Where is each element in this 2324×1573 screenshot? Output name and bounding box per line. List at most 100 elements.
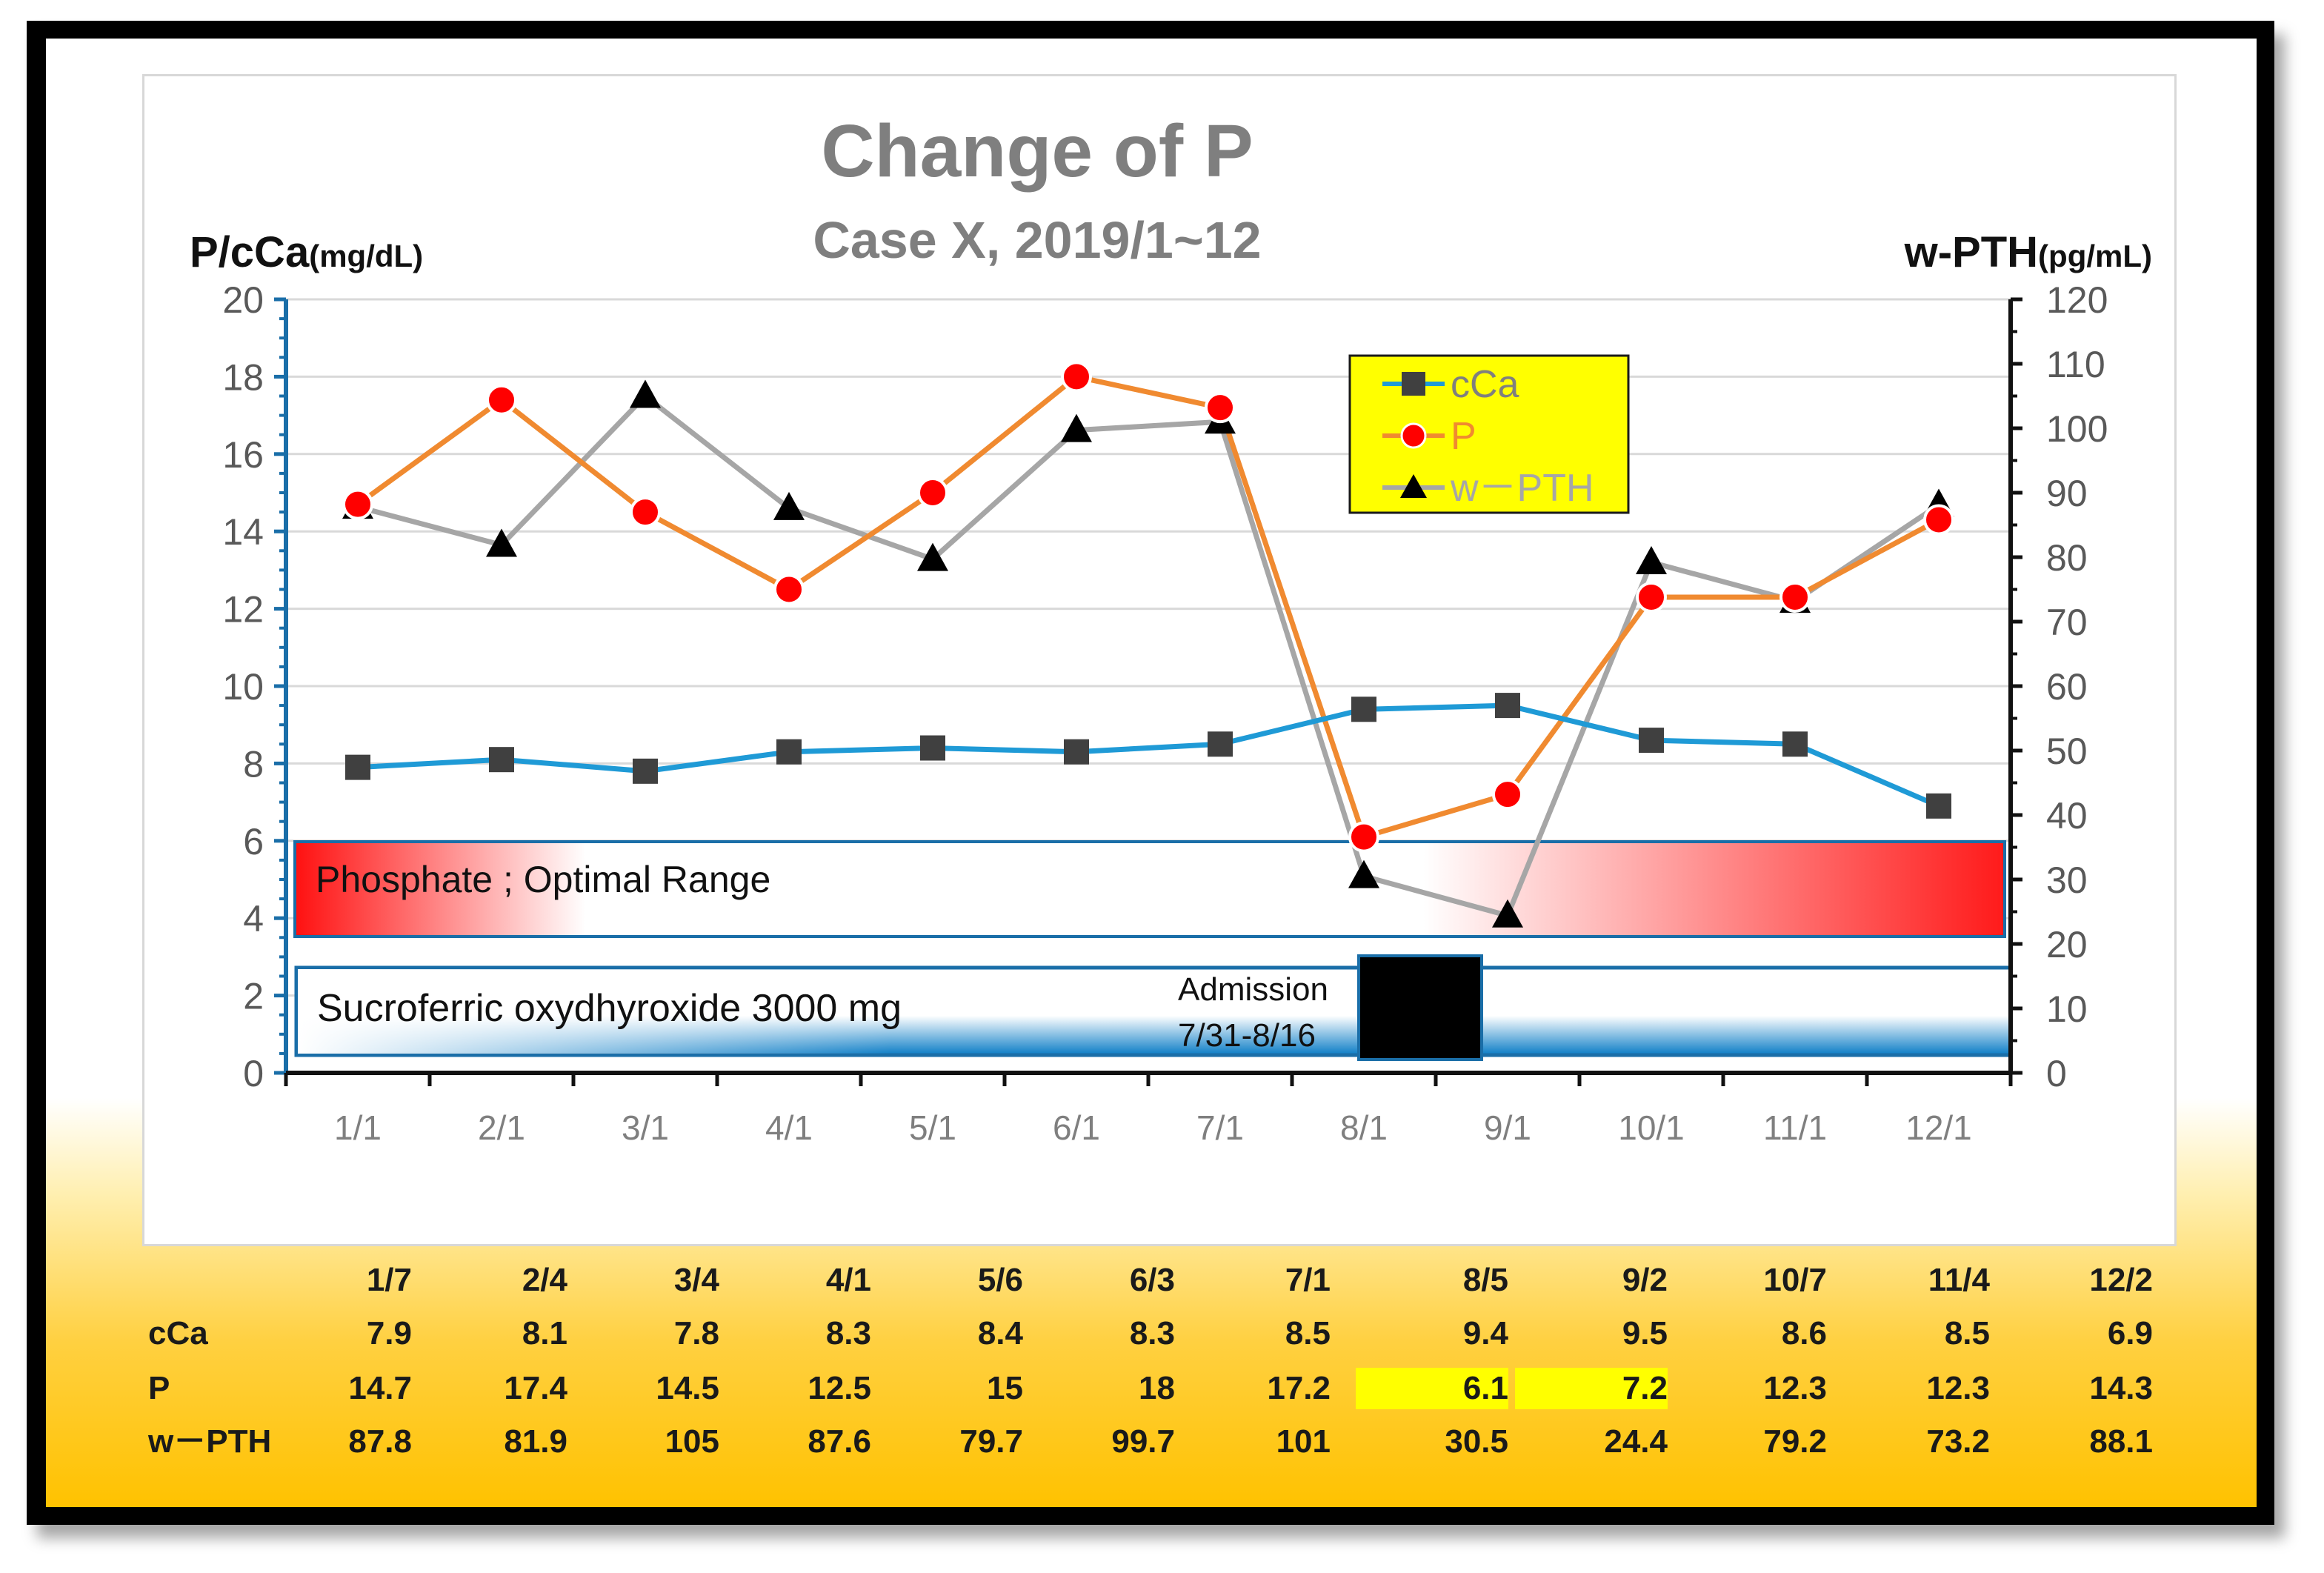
data-point-cca: [1782, 731, 1808, 757]
y-right-tick-label: 10: [2046, 988, 2088, 1030]
y-left-axis-title: P/cCa(mg/dL): [190, 228, 423, 276]
table-value-cell: 9.5: [1622, 1315, 1668, 1351]
data-point-cca: [345, 754, 370, 780]
table-value-cell: 7.2: [1515, 1368, 1668, 1409]
table-value-cell: 6.1: [1356, 1368, 1508, 1409]
data-point-wpth: [1492, 899, 1523, 928]
table-value-cell: 101: [1276, 1423, 1331, 1460]
y-right-tick-label: 60: [2046, 666, 2088, 708]
y-right-tick-label: 0: [2046, 1053, 2067, 1094]
data-point-p: [342, 488, 373, 520]
y-left-tick-label: 18: [222, 356, 264, 398]
y-left-tick-label: 12: [222, 589, 264, 631]
series-line-p: [356, 373, 1940, 840]
legend: cCa P w－PTH: [1348, 354, 1630, 514]
table-value-cell: 24.4: [1604, 1423, 1668, 1460]
table-value-cell: 18: [1139, 1370, 1175, 1406]
y-left-tick-label: 8: [243, 743, 264, 785]
table-value-cell: 30.5: [1445, 1423, 1508, 1460]
table-value-cell: 15: [987, 1370, 1023, 1406]
legend-label-pth: w－PTH: [1450, 467, 1594, 510]
optimal-range-band: [293, 840, 2006, 938]
data-point-cca: [1351, 696, 1376, 722]
table-date-cell: 11/4: [1928, 1262, 1990, 1298]
table-row-label: w－PTH: [148, 1423, 272, 1460]
data-point-wpth: [630, 379, 661, 408]
y-left-tick-label: 16: [222, 434, 264, 476]
table-value-cell: 14.3: [2089, 1370, 2153, 1406]
data-point-cca: [1495, 693, 1520, 719]
data-point-wpth: [917, 542, 948, 571]
legend-marker-cca: [1402, 372, 1425, 396]
admission-dates: 7/31-8/16: [1178, 1017, 1316, 1054]
table-value-cell: 17.4: [504, 1370, 567, 1406]
table-value-cell: 12.5: [808, 1370, 871, 1406]
series-layer: [342, 361, 1954, 928]
table-row-label: P: [148, 1370, 170, 1406]
table-value-cell: 7.9: [366, 1315, 412, 1351]
table-value-cell: 81.9: [504, 1423, 567, 1460]
y-right-tick-label: 100: [2046, 408, 2108, 450]
axes: 0 2 4 6 8 10 12 14 16 18 20 0 10 20 30 40 50 60 70 80 90 100 1…: [222, 279, 2108, 1147]
data-point-p: [1492, 779, 1523, 811]
y-right-tick-label: 30: [2046, 859, 2088, 901]
table-value-cell: 12.3: [1926, 1370, 1990, 1406]
chart-title: Change of P: [821, 110, 1253, 193]
legend-label-cca: cCa: [1451, 363, 1519, 406]
table-value-cell: 8.1: [522, 1315, 567, 1351]
series-line-cca: [357, 702, 1940, 809]
data-point-p: [486, 384, 517, 416]
y-right-tick-label: 70: [2046, 602, 2088, 643]
x-tick-label: 8/1: [1340, 1108, 1388, 1147]
y-left-tick-label: 4: [243, 898, 264, 940]
y-right-tick-label: 80: [2046, 537, 2088, 579]
drug-label: Sucroferric oxydhyroxide 3000 mg: [317, 987, 902, 1030]
table-row-label: cCa: [148, 1315, 208, 1351]
y-left-tick-label: 14: [222, 511, 264, 553]
y-left-tick-label: 20: [222, 279, 264, 321]
optimal-range-label: Phosphate ; Optimal Range: [316, 859, 770, 900]
data-point-cca: [1926, 793, 1951, 819]
x-tick-label: 10/1: [1618, 1108, 1685, 1147]
series-line-wpth: [357, 393, 1940, 919]
data-point-p: [630, 496, 661, 528]
table-value-cell: 7.8: [673, 1315, 719, 1351]
x-tick-label: 3/1: [622, 1108, 669, 1147]
data-point-wpth: [773, 491, 805, 520]
data-point-p: [1061, 361, 1092, 393]
chart-subtitle: Case X, 2019/1~12: [813, 211, 1261, 269]
table-value-cell: 6.9: [2107, 1315, 2153, 1351]
table-date-cell: 3/4: [673, 1262, 719, 1298]
table-value-cell: 105: [665, 1423, 719, 1460]
table-date-cell: 6/3: [1129, 1262, 1175, 1298]
table-date-cell: 1/7: [366, 1262, 412, 1298]
drug-band-fade: [298, 969, 1483, 1054]
table-value-cell: 8.4: [977, 1315, 1023, 1351]
data-point-p: [773, 573, 805, 605]
x-tick-label: 2/1: [478, 1108, 525, 1147]
x-tick-label: 7/1: [1196, 1108, 1244, 1147]
table-date-cell: 5/6: [977, 1262, 1023, 1298]
y-right-tick-label: 20: [2046, 924, 2088, 965]
y-right-axis-unit: (pg/mL): [2038, 239, 2152, 273]
data-point-wpth: [1061, 413, 1092, 442]
table-value-cell: 79.7: [959, 1423, 1023, 1460]
data-point-wpth: [1348, 859, 1379, 888]
table-date-cell: 9/2: [1622, 1262, 1668, 1298]
y-left-tick-label: 2: [243, 976, 264, 1017]
data-point-p: [1636, 581, 1667, 613]
data-point-p: [1348, 821, 1379, 853]
data-point-cca: [1064, 739, 1089, 765]
table-date-cell: 4/1: [825, 1262, 871, 1298]
data-point-p: [1923, 504, 1954, 536]
table-value-cell: 8.5: [1944, 1315, 1990, 1351]
table-date-cell: 7/1: [1285, 1262, 1331, 1298]
data-point-cca: [776, 739, 802, 765]
table-value-cell: 8.3: [825, 1315, 871, 1351]
x-tick-label: 6/1: [1053, 1108, 1100, 1147]
legend-marker-pth: [1400, 474, 1427, 498]
table-value-cell: 8.5: [1285, 1315, 1331, 1351]
x-tick-label: 4/1: [765, 1108, 813, 1147]
y-right-tick-label: 110: [2046, 344, 2105, 385]
